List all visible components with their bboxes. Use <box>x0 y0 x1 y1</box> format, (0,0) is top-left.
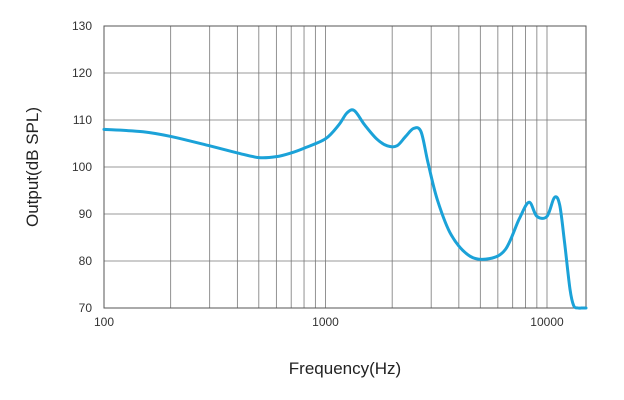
y-tick-label: 110 <box>73 113 92 127</box>
y-tick-label: 90 <box>79 207 93 221</box>
y-axis-title: Output(dB SPL) <box>23 107 42 227</box>
y-tick-label: 100 <box>72 160 92 174</box>
grid-layer <box>104 26 586 308</box>
y-tick-label: 130 <box>72 19 92 33</box>
y-tick-label: 120 <box>72 66 92 80</box>
y-tick-label: 70 <box>79 301 93 315</box>
x-tick-label: 1000 <box>312 315 339 329</box>
x-tick-label: 100 <box>94 315 114 329</box>
series-layer <box>102 108 588 310</box>
x-axis-title: Frequency(Hz) <box>289 359 401 378</box>
y-tick-label: 80 <box>79 254 93 268</box>
tick-labels: 70 80 90 100 110 120 130 100 1000 10000 <box>72 19 564 329</box>
x-tick-label: 10000 <box>530 315 564 329</box>
plot-frame <box>103 25 587 309</box>
response-curve <box>102 108 588 310</box>
